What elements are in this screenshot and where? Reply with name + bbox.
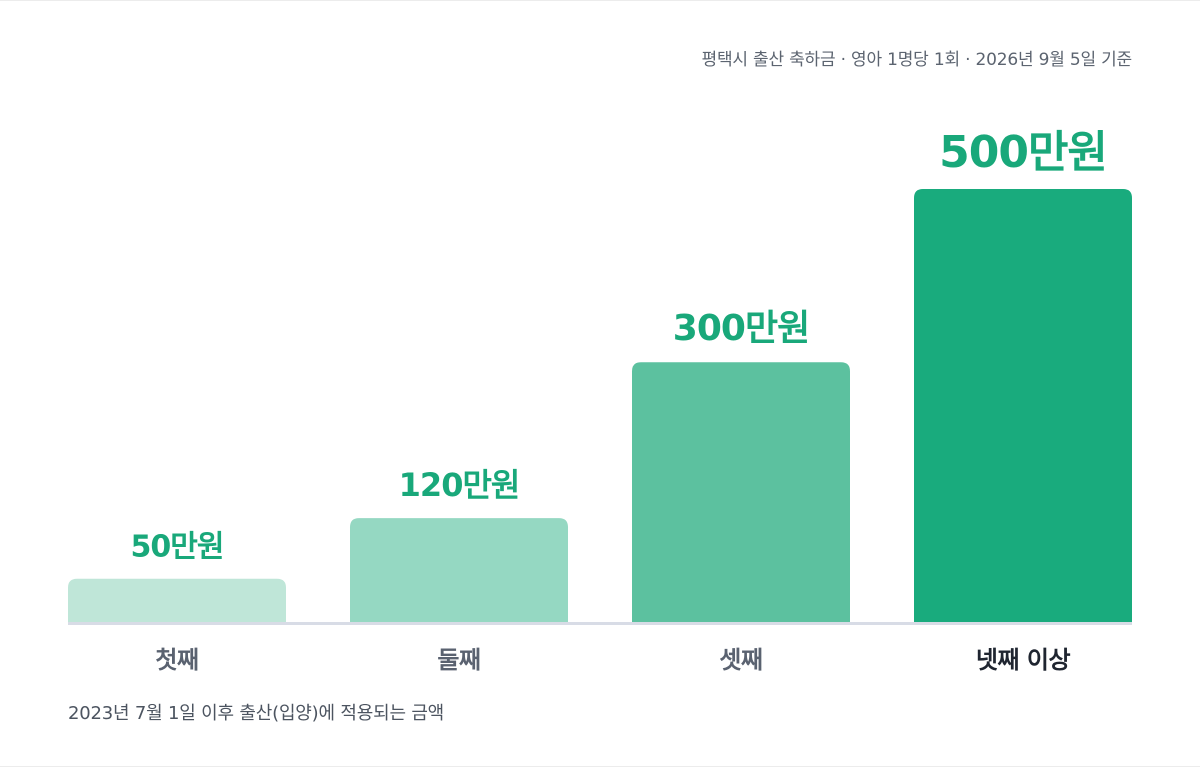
chart-title: 평택시 출산 축하금 · 영아 1명당 1회 · 2026년 9월 5일 기준 xyxy=(701,50,1133,70)
value-label-3: 300만원 xyxy=(673,308,809,349)
bar-4 xyxy=(914,189,1132,622)
category-label-1: 첫째 xyxy=(155,646,198,674)
category-label-3: 셋째 xyxy=(719,646,762,674)
category-label-4: 넷째 이상 xyxy=(976,646,1071,674)
value-label-2: 120만원 xyxy=(399,466,520,504)
value-label-4: 500만원 xyxy=(939,127,1107,178)
bar-1 xyxy=(68,578,286,622)
value-label-1: 50만원 xyxy=(131,530,224,565)
category-label-2: 둘째 xyxy=(437,646,480,674)
bar-3 xyxy=(632,362,850,622)
bar-2 xyxy=(350,518,568,622)
chart-footnote: 2023년 7월 1일 이후 출산(입양)에 적용되는 금액 xyxy=(68,703,445,724)
x-axis-line xyxy=(68,622,1132,625)
